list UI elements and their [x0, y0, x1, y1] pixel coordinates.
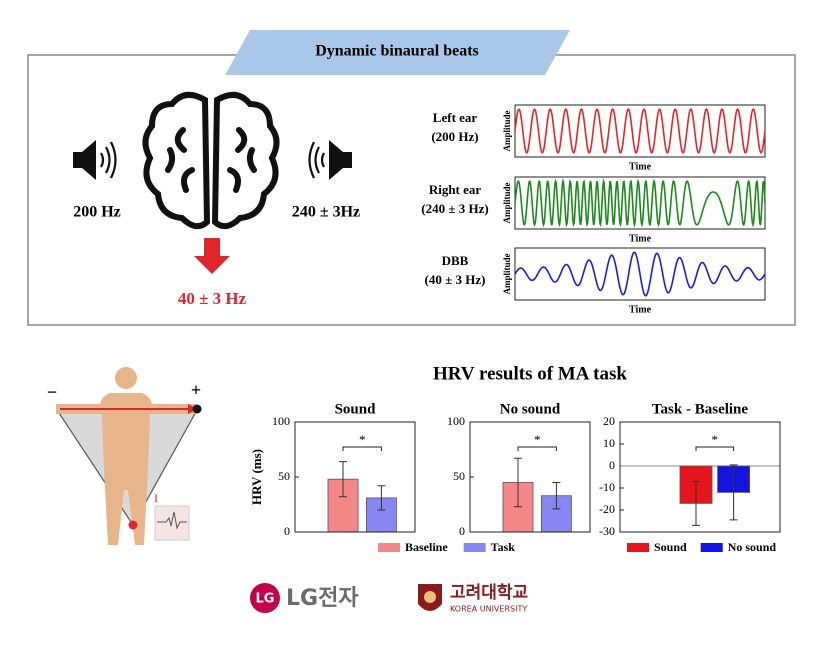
wave-name: Left ear	[433, 110, 478, 125]
error-bar	[729, 464, 738, 521]
lead-label: I	[154, 491, 158, 505]
svg-text:LG: LG	[256, 592, 275, 607]
significance-mark: *	[712, 432, 719, 447]
legend-label: Sound	[654, 540, 687, 554]
hrv-title: HRV results of MA task	[433, 363, 627, 384]
y-tick-label: 50	[278, 469, 290, 483]
right-speaker	[308, 140, 352, 180]
wave-frequency: (40 ± 3 Hz)	[425, 272, 486, 287]
wave-frequency: (200 Hz)	[431, 129, 478, 144]
error-bar	[514, 457, 522, 508]
y-tick-label: 0	[609, 458, 615, 472]
banner-shape	[225, 30, 570, 75]
significance-bracket	[517, 446, 557, 451]
plot-frame	[294, 421, 416, 533]
legend-swatch	[700, 543, 723, 552]
error-bar	[552, 482, 561, 510]
wave-y-label: Amplitude	[502, 110, 512, 151]
right-tone: 240 ± 3Hz	[292, 204, 360, 221]
left-speaker	[73, 140, 117, 180]
wave-x-label: Time	[629, 304, 652, 315]
significance-bracket	[695, 446, 735, 451]
plus-sign: +	[191, 380, 201, 400]
panel-frame	[27, 54, 796, 326]
wave-y-label: Amplitude	[502, 182, 512, 223]
down-arrow	[194, 238, 230, 274]
chart-title: Task - Baseline	[652, 401, 748, 417]
legend-swatch	[378, 543, 400, 552]
plot-frame	[469, 421, 591, 533]
y-tick-label: -10	[599, 480, 615, 494]
chart-title: Sound	[335, 401, 377, 417]
plot-frame	[619, 421, 781, 533]
chart-title: No sound	[500, 401, 561, 417]
error-bar	[339, 461, 347, 498]
wave-x-label: Time	[629, 161, 652, 172]
y-tick-label: 100	[447, 414, 465, 428]
legend-label: Task	[491, 540, 516, 554]
wave-name: DBB	[442, 253, 469, 268]
legend-swatch	[463, 543, 486, 552]
error-bar	[692, 480, 700, 526]
beat-frequency: 40 ± 3 Hz	[178, 289, 247, 308]
wave-name: Right ear	[429, 182, 482, 197]
waveform	[514, 251, 766, 297]
lg-logo: LG	[250, 583, 280, 613]
y-tick-label: 100	[272, 414, 290, 428]
ku-text: 고려대학교	[450, 583, 529, 603]
waveform	[514, 108, 766, 154]
y-tick-label: 20	[603, 414, 615, 428]
y-tick-label: -30	[599, 524, 615, 538]
significance-mark: *	[534, 432, 541, 447]
minus-sign: −	[47, 382, 57, 402]
y-axis-label: HRV (ms)	[249, 449, 264, 505]
wave-y-label: Amplitude	[502, 253, 512, 294]
ku-crest	[418, 584, 442, 611]
wave-x-label: Time	[629, 233, 652, 244]
legend-swatch	[627, 543, 649, 552]
left-tone: 200 Hz	[73, 204, 121, 221]
y-tick-label: 0	[459, 524, 465, 538]
error-bar	[377, 485, 386, 511]
banner-text: Dynamic binaural beats	[315, 43, 479, 60]
significance-bracket	[342, 446, 382, 451]
lg-text: LG전자	[286, 586, 359, 611]
ku-english: KOREA UNIVERSITY	[450, 605, 527, 614]
waveform	[514, 178, 766, 228]
y-tick-label: 50	[453, 469, 465, 483]
legend-label: Baseline	[405, 540, 448, 554]
y-tick-label: 10	[603, 436, 615, 450]
y-tick-label: -20	[599, 502, 615, 516]
brain-icon	[142, 91, 280, 230]
significance-mark: *	[359, 432, 366, 447]
wave-frequency: (240 ± 3 Hz)	[421, 201, 488, 216]
body-figure	[55, 367, 202, 545]
legend-label: No sound	[728, 540, 777, 554]
y-tick-label: 0	[284, 524, 290, 538]
